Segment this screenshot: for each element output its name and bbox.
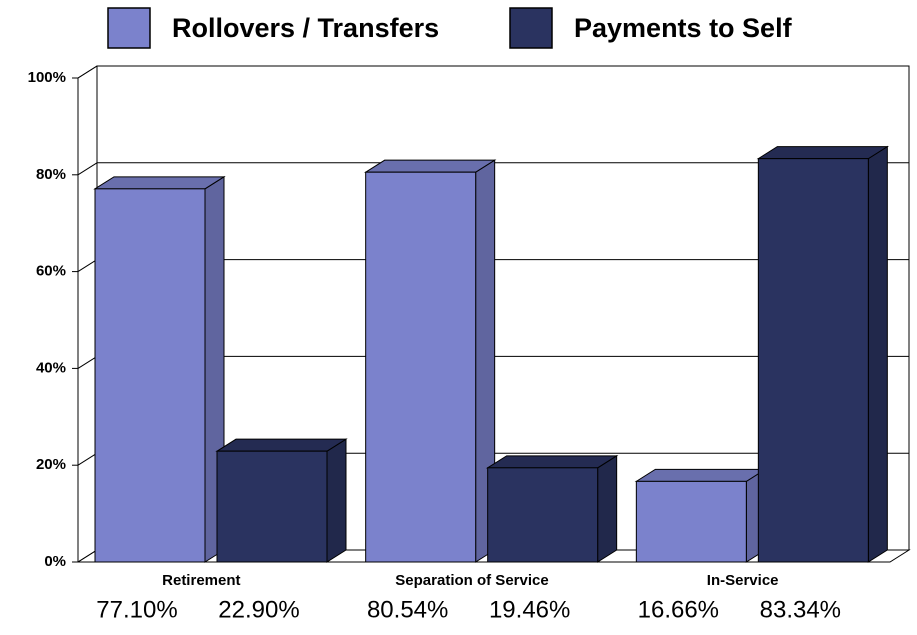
bar-top bbox=[215, 438, 348, 452]
legend-swatch bbox=[509, 7, 553, 49]
y-tick-label: 80% bbox=[36, 166, 66, 183]
bar-top bbox=[363, 159, 497, 173]
value-label: 77.10% bbox=[96, 596, 177, 623]
bar bbox=[94, 188, 206, 563]
bar bbox=[365, 171, 477, 563]
legend-swatch bbox=[107, 7, 151, 49]
y-tick-label: 60% bbox=[36, 263, 66, 280]
grid-line-side bbox=[77, 452, 98, 466]
value-label: 83.34% bbox=[760, 596, 841, 623]
y-tick-label: 100% bbox=[28, 69, 66, 86]
grid-line-side bbox=[77, 355, 98, 369]
value-label: 16.66% bbox=[638, 596, 719, 623]
bar-top bbox=[756, 146, 890, 160]
bar-side bbox=[867, 145, 888, 563]
value-label: 22.90% bbox=[218, 596, 299, 623]
value-label: 19.46% bbox=[489, 596, 570, 623]
y-tick-label: 0% bbox=[44, 553, 66, 570]
grid-line-side bbox=[77, 162, 98, 176]
bar-side bbox=[597, 454, 618, 563]
grid-line-side bbox=[77, 549, 98, 563]
y-tick-label: 20% bbox=[36, 456, 66, 473]
x-tick-label: Retirement bbox=[162, 572, 240, 589]
bar-side bbox=[326, 438, 347, 563]
bar-top bbox=[634, 468, 768, 482]
x-tick-label: Separation of Service bbox=[395, 572, 548, 589]
bar bbox=[635, 480, 747, 563]
grid-line-side bbox=[77, 259, 98, 273]
bar-top bbox=[485, 455, 619, 469]
legend-label: Payments to Self bbox=[574, 13, 793, 43]
bar bbox=[757, 158, 869, 563]
legend-label: Rollovers / Transfers bbox=[172, 13, 439, 43]
x-tick-label: In-Service bbox=[707, 572, 779, 589]
bar bbox=[487, 467, 599, 563]
y-tick-label: 40% bbox=[36, 359, 66, 376]
value-label: 80.54% bbox=[367, 596, 448, 623]
grid-line-side bbox=[77, 65, 98, 79]
bar bbox=[216, 450, 328, 563]
bar-top bbox=[93, 176, 226, 190]
